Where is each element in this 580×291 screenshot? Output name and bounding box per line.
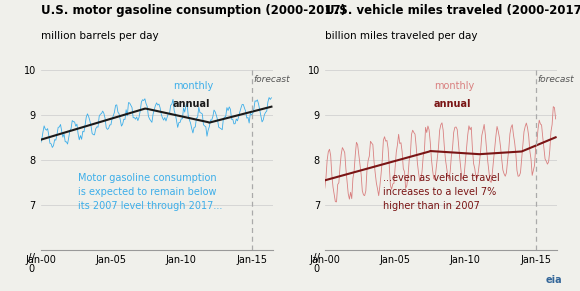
Text: Motor gasoline consumption
is expected to remain below
its 2007 level through 20: Motor gasoline consumption is expected t…: [78, 173, 222, 211]
Text: monthly: monthly: [173, 81, 213, 91]
Text: million barrels per day: million barrels per day: [41, 31, 158, 40]
Text: eia: eia: [546, 275, 563, 285]
Text: billion miles traveled per day: billion miles traveled per day: [325, 31, 477, 40]
Text: U.S. motor gasoline consumption (2000-2017): U.S. motor gasoline consumption (2000-20…: [41, 4, 346, 17]
Text: 0: 0: [313, 264, 319, 274]
Text: monthly: monthly: [434, 81, 474, 91]
Text: //: //: [28, 253, 35, 262]
Text: //: //: [313, 253, 320, 262]
Text: U.S. vehicle miles traveled (2000-2017): U.S. vehicle miles traveled (2000-2017): [325, 4, 580, 17]
Text: annual: annual: [173, 99, 211, 109]
Text: forecast: forecast: [253, 75, 290, 84]
Text: 0: 0: [29, 264, 35, 274]
Text: annual: annual: [434, 99, 472, 109]
Text: forecast: forecast: [538, 75, 574, 84]
Text: ...even as vehicle travel
increases to a level 7%
higher than in 2007: ...even as vehicle travel increases to a…: [383, 173, 499, 211]
